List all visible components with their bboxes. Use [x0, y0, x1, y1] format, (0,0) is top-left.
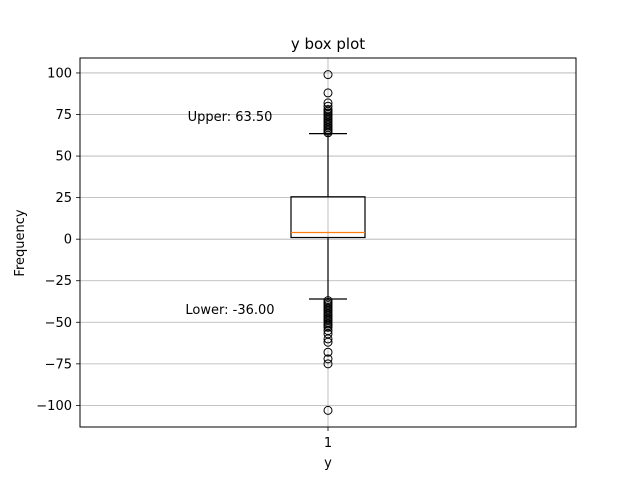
y-tick-label: −100 [36, 399, 72, 414]
y-axis-label: Frequency [13, 209, 28, 276]
y-tick-label: 25 [55, 191, 72, 206]
ticks: 100 75 50 25 0 −25 −50 −75 −100 1 [36, 66, 332, 451]
outlier-point [323, 70, 333, 80]
plot-area: Upper: 63.50 Lower: -36.00 [185, 70, 366, 415]
outlier-point [323, 347, 333, 357]
outlier-point [323, 322, 333, 332]
x-tick-label: 1 [324, 436, 332, 451]
y-tick-label: 75 [55, 108, 72, 123]
outlier-point [323, 359, 333, 369]
lower-bound-annotation: Lower: -36.00 [185, 303, 274, 318]
y-tick-label: −50 [45, 316, 72, 331]
outlier-point [323, 405, 333, 415]
outlier-point [323, 88, 333, 98]
interquartile-box [290, 196, 366, 239]
chart-title: y box plot [291, 35, 365, 53]
upper-bound-annotation: Upper: 63.50 [188, 110, 273, 125]
y-tick-label: 100 [47, 66, 72, 81]
outlier-point [323, 354, 333, 364]
x-axis-label: y [324, 456, 332, 471]
outlier-point [323, 334, 333, 344]
outlier-point [323, 105, 333, 115]
y-tick-label: −75 [45, 357, 72, 372]
outlier-point [323, 101, 333, 111]
y-tick-label: 0 [64, 233, 72, 248]
y-tick-label: 50 [55, 150, 72, 165]
outlier-point [323, 98, 333, 108]
outlier-point [323, 337, 333, 347]
y-tick-label: −25 [45, 274, 72, 289]
